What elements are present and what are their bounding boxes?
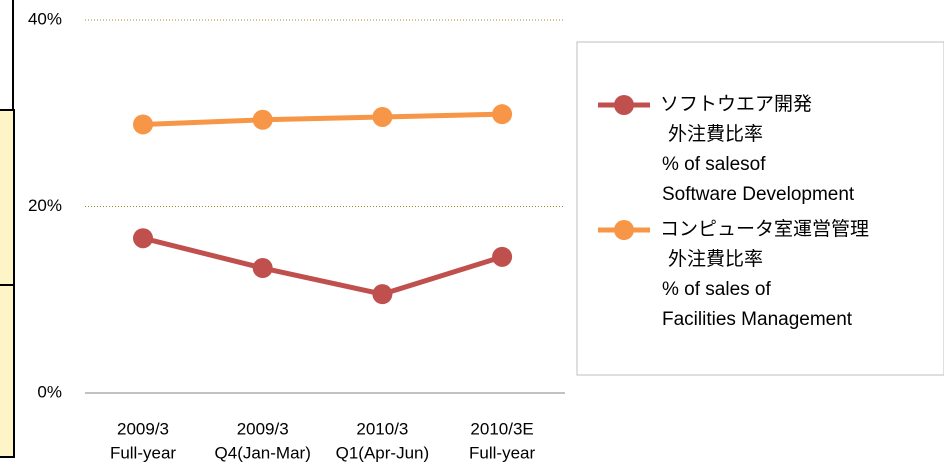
x-tick-label: Q4(Jan-Mar) (215, 443, 311, 462)
legend-label: コンピュータ室運営管理 (660, 218, 869, 240)
data-point (372, 284, 393, 305)
data-point (372, 106, 393, 127)
legend-label: 外注費比率 (668, 248, 763, 270)
x-tick-label: Full-year (110, 443, 176, 462)
x-tick-label: 2010/3E (470, 419, 533, 438)
data-point (492, 246, 513, 267)
legend-swatch-marker (614, 95, 634, 115)
data-point (492, 104, 513, 125)
y-tick-label: 40% (28, 9, 62, 28)
y-tick-label: 0% (37, 382, 62, 401)
legend-label: ソフトウエア開発 (660, 93, 812, 115)
data-point (252, 258, 273, 279)
x-tick-label: 2009/3 (117, 419, 169, 438)
legend-label: % of sales of (662, 279, 771, 300)
legend-label: Software Development (662, 184, 855, 205)
data-point (252, 109, 273, 130)
legend-box (576, 41, 944, 376)
cropped-box (0, 284, 15, 458)
y-tick-label: 20% (28, 196, 62, 215)
x-tick-label: 2010/3 (356, 419, 408, 438)
cropped-box (0, 109, 15, 286)
legend-label: 外注費比率 (668, 123, 763, 145)
x-tick-label: 2009/3 (237, 419, 289, 438)
x-tick-label: Full-year (469, 443, 535, 462)
series-line (142, 111, 503, 127)
legend-label: Facilities Management (662, 309, 853, 330)
data-point (133, 228, 153, 249)
data-point (133, 114, 153, 135)
x-tick-label: Q1(Apr-Jun) (336, 443, 430, 462)
legend-swatch-marker (614, 220, 634, 240)
series-line (142, 235, 503, 297)
legend-label: % of salesof (662, 154, 766, 175)
